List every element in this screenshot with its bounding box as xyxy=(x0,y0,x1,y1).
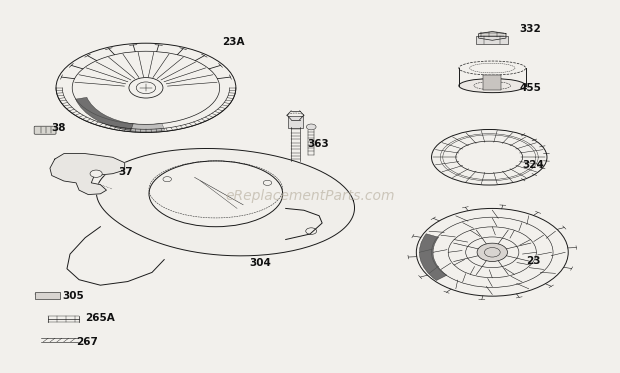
Circle shape xyxy=(129,78,163,98)
Text: 305: 305 xyxy=(63,291,84,301)
FancyBboxPatch shape xyxy=(477,36,508,44)
Text: 324: 324 xyxy=(523,160,544,170)
Circle shape xyxy=(90,170,102,178)
Text: 265A: 265A xyxy=(85,313,115,323)
Polygon shape xyxy=(479,31,506,40)
Text: 38: 38 xyxy=(51,123,66,133)
Text: 332: 332 xyxy=(520,24,541,34)
Wedge shape xyxy=(76,97,133,131)
Text: 455: 455 xyxy=(520,83,541,93)
Text: 363: 363 xyxy=(307,140,329,150)
Text: 23: 23 xyxy=(526,256,540,266)
FancyBboxPatch shape xyxy=(35,292,60,299)
Text: 267: 267 xyxy=(76,337,98,347)
Circle shape xyxy=(477,243,507,261)
Polygon shape xyxy=(96,148,355,256)
Ellipse shape xyxy=(456,141,523,173)
Wedge shape xyxy=(419,234,447,280)
Circle shape xyxy=(306,124,316,130)
FancyBboxPatch shape xyxy=(34,126,56,134)
Text: 23A: 23A xyxy=(222,37,244,47)
Ellipse shape xyxy=(416,209,568,296)
Text: 37: 37 xyxy=(118,167,133,177)
Text: eReplacementParts.com: eReplacementParts.com xyxy=(225,189,395,203)
FancyBboxPatch shape xyxy=(288,116,303,128)
Ellipse shape xyxy=(149,161,283,227)
Ellipse shape xyxy=(432,129,547,185)
FancyBboxPatch shape xyxy=(483,75,502,90)
Text: 304: 304 xyxy=(249,258,271,268)
Wedge shape xyxy=(131,123,165,132)
Ellipse shape xyxy=(459,79,526,93)
Polygon shape xyxy=(50,154,125,195)
